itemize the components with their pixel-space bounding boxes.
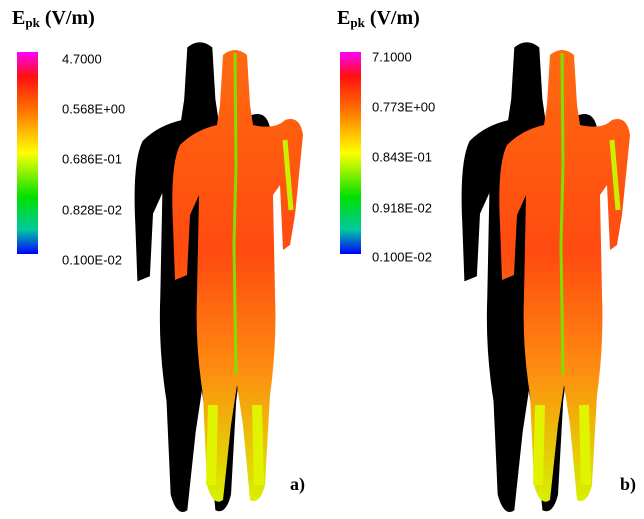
body-model [462, 42, 630, 512]
panel-label: a) [290, 474, 305, 495]
color-scale [340, 52, 361, 254]
scale-title: Epk (V/m) [12, 7, 95, 30]
panel-a: Epk (V/m) 4.7000 0.568E+00 0.686E-01 0.82… [12, 7, 305, 512]
scale-label: 0.843E-01 [372, 149, 432, 164]
figure: Epk (V/m) 4.7000 0.568E+00 0.686E-01 0.82… [0, 0, 644, 519]
subscript: pk [25, 15, 40, 30]
scale-label: 0.773E+00 [372, 99, 435, 114]
scale-label: 4.7000 [62, 51, 102, 66]
scale-label: 0.918E-02 [372, 200, 432, 215]
body-model [135, 42, 303, 512]
panel-label: b) [620, 474, 636, 495]
color-scale [17, 52, 38, 254]
scale-label: 0.100E-02 [372, 249, 432, 264]
scale-label: 0.828E-02 [62, 202, 122, 217]
unit: (V/m) [45, 7, 95, 29]
scale-label: 0.100E-02 [62, 252, 122, 267]
scale-label: 0.568E+00 [62, 101, 125, 116]
panel-b: Epk (V/m) 7.1000 0.773E+00 0.843E-01 0.91… [337, 7, 636, 512]
subscript: pk [350, 15, 365, 30]
unit: (V/m) [370, 7, 420, 29]
symbol: E [12, 7, 25, 29]
scale-label: 0.686E-01 [62, 151, 122, 166]
symbol: E [337, 7, 350, 29]
scale-label: 7.1000 [372, 49, 412, 64]
scale-title: Epk (V/m) [337, 7, 420, 30]
